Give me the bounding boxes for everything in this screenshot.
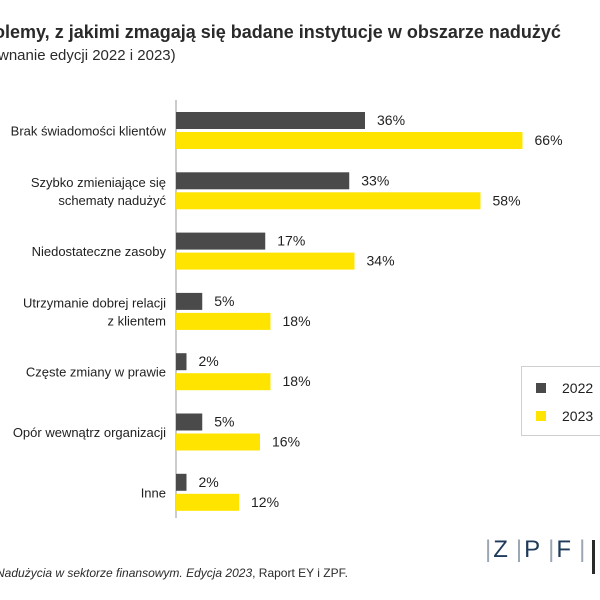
bar-2023-1 bbox=[176, 132, 523, 149]
bar-2022-6 bbox=[176, 413, 203, 431]
logo-separator: | bbox=[548, 536, 555, 563]
data-label-2022-4: 5% bbox=[214, 293, 234, 309]
legend-label-2022: 2022 bbox=[562, 380, 594, 396]
category-label-2: schematy nadużyć bbox=[58, 193, 166, 208]
bar-2023-3 bbox=[176, 252, 355, 270]
category-label-4: z klientem bbox=[107, 313, 166, 328]
source-note: Nadużycia w sektorze finansowym. Edycja … bbox=[0, 566, 348, 580]
data-label-2023-2: 58% bbox=[493, 192, 521, 208]
zpf-logo: |Z|P|F| bbox=[483, 536, 587, 564]
legend-swatch-2022 bbox=[536, 383, 546, 393]
category-label-2: Szybko zmieniające się bbox=[31, 175, 166, 190]
bar-2022-5 bbox=[176, 353, 187, 371]
bar-2022-1 bbox=[176, 112, 365, 129]
bar-2023-5 bbox=[176, 373, 271, 391]
category-label-4: Utrzymanie dobrej relacji bbox=[23, 295, 166, 310]
data-label-2022-7: 2% bbox=[199, 474, 219, 490]
logo-letter-z: Z bbox=[493, 536, 514, 563]
bar-2022-7 bbox=[176, 473, 187, 491]
data-label-2022-5: 2% bbox=[199, 353, 219, 369]
category-label-6: Opór wewnątrz organizacji bbox=[13, 425, 166, 440]
bar-2023-7 bbox=[176, 493, 239, 511]
logo-separator: | bbox=[485, 536, 492, 563]
data-label-2023-3: 34% bbox=[367, 253, 395, 269]
bar-2022-3 bbox=[176, 232, 266, 250]
category-label-3: Niedostateczne zasoby bbox=[32, 244, 167, 259]
chart-title: olemy, z jakimi zmagają się badane insty… bbox=[0, 22, 561, 42]
legend: 2022 2023 bbox=[521, 366, 600, 436]
data-label-2023-6: 16% bbox=[272, 434, 300, 450]
logo-letter-f: F bbox=[556, 536, 578, 563]
bar-2023-2 bbox=[176, 192, 481, 210]
bar-2022-2 bbox=[176, 172, 350, 190]
data-label-2023-7: 12% bbox=[251, 494, 279, 510]
edge-logo-mark bbox=[592, 540, 600, 574]
legend-label-2023: 2023 bbox=[562, 408, 594, 424]
data-label-2022-3: 17% bbox=[277, 233, 305, 249]
bar-2023-6 bbox=[176, 433, 260, 451]
logo-separator: | bbox=[515, 536, 523, 563]
data-label-2022-6: 5% bbox=[214, 414, 234, 430]
data-label-2023-1: 66% bbox=[535, 132, 563, 148]
data-label-2023-4: 18% bbox=[283, 313, 311, 329]
data-label-2023-5: 18% bbox=[283, 373, 311, 389]
logo-letter-p: P bbox=[524, 536, 547, 563]
category-label-5: Częste zmiany w prawie bbox=[26, 365, 166, 380]
source-rest: , Raport EY i ZPF. bbox=[252, 566, 348, 580]
chart-subtitle: wnanie edycji 2022 i 2023) bbox=[0, 47, 176, 64]
data-label-2022-1: 36% bbox=[377, 112, 405, 128]
logo-separator: | bbox=[579, 536, 586, 563]
category-label-1: Brak świadomości klientów bbox=[11, 124, 167, 139]
source-title: Nadużycia w sektorze finansowym. Edycja … bbox=[0, 566, 253, 580]
category-label-7: Inne bbox=[141, 485, 166, 500]
legend-swatch-2023 bbox=[536, 411, 546, 421]
data-label-2022-2: 33% bbox=[361, 172, 389, 188]
bar-2022-4 bbox=[176, 292, 203, 310]
bar-2023-4 bbox=[176, 312, 271, 330]
